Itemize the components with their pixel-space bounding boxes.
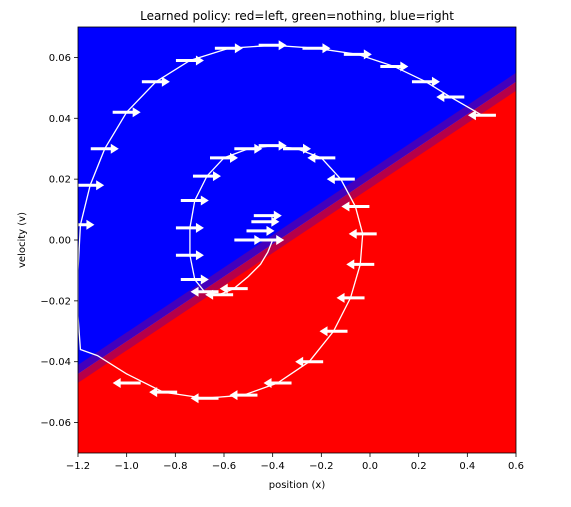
- action-arrow-left: [307, 152, 336, 163]
- action-arrow-left: [190, 393, 219, 404]
- action-arrow-left: [341, 201, 370, 212]
- x-tick-label: −0.6: [212, 461, 236, 472]
- x-tick-label: −0.4: [261, 461, 285, 472]
- y-tick-label: 0.04: [49, 114, 71, 125]
- action-arrow-right: [283, 143, 311, 154]
- action-arrow-right: [246, 225, 275, 236]
- action-arrow-right: [251, 216, 280, 227]
- action-arrow-right: [112, 107, 141, 118]
- right-action-region: [78, 27, 516, 374]
- y-tick-label: 0.06: [49, 53, 71, 64]
- left-action-region: [78, 81, 516, 453]
- action-arrow-left: [348, 228, 377, 239]
- x-tick-label: 0.0: [362, 461, 378, 472]
- action-arrow-right: [175, 55, 204, 66]
- action-arrow-right: [214, 43, 243, 54]
- action-arrow-right: [78, 180, 105, 191]
- action-arrow-left: [436, 91, 465, 102]
- y-tick-label: 0.02: [49, 175, 71, 186]
- action-arrow-left: [149, 387, 178, 398]
- plot-area: [78, 27, 516, 453]
- action-arrow-left: [319, 326, 348, 337]
- action-arrow-left: [112, 378, 141, 389]
- action-arrow-right: [343, 49, 372, 60]
- action-arrow-right: [180, 274, 209, 285]
- action-arrow-right: [234, 143, 263, 154]
- action-arrow-right: [380, 61, 409, 72]
- action-arrow-left: [336, 292, 365, 303]
- x-tick-label: 0.2: [411, 461, 427, 472]
- x-tick-label: 0.4: [459, 461, 475, 472]
- x-tick-label: −0.2: [309, 461, 333, 472]
- action-arrow-left: [326, 174, 355, 185]
- action-arrow-right: [258, 40, 287, 51]
- action-arrow-right: [90, 143, 119, 154]
- x-tick-label: −1.0: [115, 461, 139, 472]
- action-arrow-right: [302, 43, 331, 54]
- action-arrow-right: [78, 219, 95, 230]
- decision-boundary-blend: [78, 72, 516, 383]
- x-axis-label: position (x): [269, 480, 326, 491]
- x-axis-ticks: −1.2 −1.0 −0.8 −0.6 −0.4 −0.2 0.0 0.2 0.4 0.6: [66, 453, 524, 472]
- y-axis-label: velocity (v): [17, 212, 28, 268]
- action-arrow-left: [467, 110, 496, 121]
- action-arrow-left: [346, 259, 375, 270]
- action-arrow-left: [229, 390, 258, 401]
- y-axis-ticks: −0.06 −0.04 −0.02 0.00 0.02 0.04 0.06: [40, 53, 78, 429]
- action-arrow-right: [258, 140, 287, 151]
- action-arrow-left: [219, 283, 248, 294]
- action-arrow-right: [256, 235, 285, 245]
- action-arrows: [78, 40, 496, 404]
- action-arrow-right: [411, 76, 440, 87]
- action-arrow-right: [175, 250, 204, 261]
- action-arrow-right: [253, 210, 282, 221]
- y-tick-label: −0.02: [40, 296, 71, 307]
- action-arrow-right: [141, 76, 170, 87]
- action-arrow-left: [263, 378, 292, 389]
- action-arrow-right: [175, 222, 204, 233]
- x-tick-label: 0.6: [508, 461, 524, 472]
- action-arrow-right: [180, 195, 209, 206]
- y-tick-label: −0.06: [40, 418, 71, 429]
- x-tick-label: −1.2: [66, 461, 90, 472]
- chart-title: Learned policy: red=left, green=nothing,…: [140, 9, 454, 23]
- action-arrow-right: [192, 171, 221, 182]
- x-tick-label: −0.8: [163, 461, 187, 472]
- y-tick-label: −0.04: [40, 357, 71, 368]
- action-arrow-left: [295, 356, 324, 367]
- y-tick-label: 0.00: [49, 236, 71, 247]
- action-arrow-right: [210, 152, 238, 163]
- action-arrow-left: [190, 286, 219, 297]
